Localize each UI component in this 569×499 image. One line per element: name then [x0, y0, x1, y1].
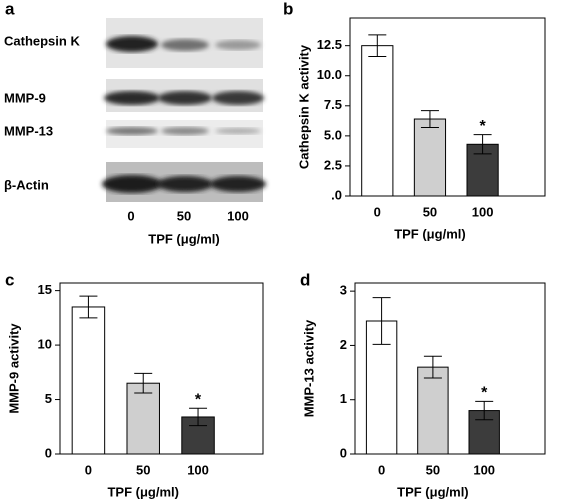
protein-label: MMP-13 [4, 123, 53, 138]
bar [361, 45, 394, 197]
band [161, 39, 209, 51]
error-bar [79, 295, 98, 319]
band [157, 176, 213, 192]
plot-frame [354, 282, 546, 455]
band [212, 91, 264, 105]
error-bar [475, 400, 494, 421]
plot-frame [59, 282, 264, 455]
error-bar [473, 134, 492, 155]
error-bar [372, 297, 391, 345]
significance-mark: * [195, 391, 202, 408]
error-bar [189, 407, 208, 427]
bar [126, 382, 160, 455]
y-tick-label: 10.0 [317, 67, 342, 82]
significance-mark: * [481, 385, 488, 402]
y-tick-label: 0 [45, 445, 52, 460]
lane-label: 0 [127, 208, 134, 223]
x-tick-label: 0 [378, 462, 385, 477]
band [104, 91, 160, 105]
error-bar [420, 110, 439, 128]
x-tick-label: 50 [423, 204, 437, 219]
x-axis-label: TPF (μg/ml) [394, 226, 466, 241]
y-tick-label: 1 [340, 391, 347, 406]
band [215, 40, 261, 50]
lane-label: 100 [227, 208, 249, 223]
protein-label: Cathepsin K [4, 33, 80, 48]
significance-mark: * [479, 118, 486, 135]
band [215, 128, 261, 134]
bar [365, 320, 398, 455]
panel-label: d [300, 270, 310, 289]
y-tick-label: 5.0 [324, 127, 342, 142]
y-tick-label: 5 [45, 391, 52, 406]
y-tick-label: 7.5 [324, 97, 342, 112]
bar [71, 306, 106, 455]
y-tick-label: 12.5 [317, 37, 342, 52]
y-axis-label: MMP-13 activity [301, 319, 316, 417]
panel-label: a [5, 0, 15, 18]
x-tick-label: 50 [426, 462, 440, 477]
y-tick-label: .0 [331, 187, 342, 202]
y-axis-label: MMP-9 activity [6, 323, 21, 414]
x-axis-label: TPF (μg/ml) [397, 484, 469, 499]
bar [413, 118, 447, 197]
x-tick-label: 100 [473, 462, 495, 477]
x-tick-label: 100 [187, 462, 209, 477]
band [102, 175, 162, 193]
y-tick-label: 2.5 [324, 157, 342, 172]
panel-a: a Cathepsin K MMP-9 MMP-13 β-Actin 0 50 … [4, 0, 266, 246]
band [106, 36, 158, 52]
x-tick-label: 0 [374, 204, 381, 219]
band [161, 127, 209, 135]
error-bar [423, 355, 442, 379]
bar [417, 366, 449, 455]
lane-label: 50 [177, 208, 191, 223]
x-axis-label: TPF (μg/ml) [107, 484, 179, 499]
x-axis-label: TPF (μg/ml) [148, 231, 220, 246]
x-tick-label: 100 [472, 204, 494, 219]
band [210, 176, 266, 192]
x-tick-label: 0 [85, 462, 92, 477]
band [106, 127, 158, 135]
protein-label: MMP-9 [4, 90, 46, 105]
y-tick-label: 2 [340, 337, 347, 352]
error-bar [134, 372, 153, 394]
y-axis-label: Cathepsin K activity [296, 44, 311, 169]
error-bar [368, 34, 387, 57]
panel-label: b [283, 0, 293, 18]
y-tick-label: 15 [38, 282, 52, 297]
plot-frame [349, 17, 546, 197]
y-tick-label: 3 [340, 283, 347, 298]
protein-label: β-Actin [4, 177, 49, 192]
x-tick-label: 50 [136, 462, 150, 477]
band [158, 91, 212, 105]
y-tick-label: 10 [38, 337, 52, 352]
y-tick-label: 0 [340, 445, 347, 460]
panel-label: c [5, 270, 14, 289]
